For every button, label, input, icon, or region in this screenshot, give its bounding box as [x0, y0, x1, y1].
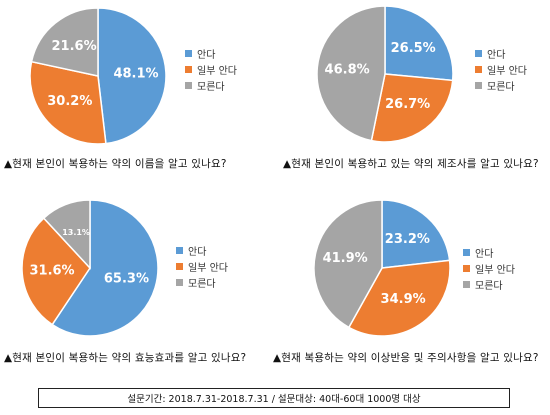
- slice-value-label: 23.2%: [385, 232, 430, 247]
- slice-partial: [370, 73, 454, 143]
- chart-panel-4: 23.2% 34.9% 41.9% 안다 일부 안다 모른다 ▲현재 복용하는 약의…: [273, 192, 550, 377]
- slice-dontknow: [313, 199, 383, 329]
- legend-label: 안다: [188, 246, 207, 258]
- legend-4: 안다 일부 안다 모른다: [463, 244, 515, 292]
- legend-label: 모른다: [475, 280, 503, 292]
- slice-value-label: 46.8%: [325, 63, 370, 78]
- legend-label: 안다: [475, 248, 494, 260]
- legend-swatch-dontknow: [176, 278, 183, 286]
- slice-know: [384, 5, 454, 82]
- chart-panel-1: 48.1% 30.2% 21.6% 안다 일부 안다 모른다 ▲현재 본인이 복용하…: [0, 0, 275, 185]
- slice-know: [51, 199, 159, 337]
- pie-chart-4: 23.2% 34.9% 41.9%: [313, 199, 451, 337]
- legend-item-partial: 일부 안다: [176, 258, 228, 274]
- slice-know: [97, 7, 167, 145]
- slice-value-label: 26.7%: [385, 97, 430, 112]
- slice-partial: [347, 259, 451, 337]
- legend-item-dontknow: 모른다: [176, 274, 228, 290]
- slice-partial: [29, 60, 107, 145]
- legend-item-know: 안다: [463, 244, 515, 260]
- chart-question-4: ▲현재 복용하는 약의 이상반응 및 주의사항을 알고 있나요?: [273, 352, 539, 364]
- slice-value-label: 31.6%: [29, 264, 74, 279]
- legend-item-know: 안다: [185, 45, 237, 61]
- legend-swatch-dontknow: [185, 81, 192, 89]
- legend-swatch-dontknow: [475, 81, 482, 89]
- survey-info-text: 설문기간: 2018.7.31-2018.7.31 / 설문대상: 40대-60…: [127, 394, 421, 405]
- chart-panel-3: 65.3% 31.6% 13.1% 안다 일부 안다 모른다 ▲현재 본인이 복용하…: [0, 192, 275, 377]
- slice-value-label: 34.9%: [381, 292, 426, 307]
- legend-item-know: 안다: [176, 242, 228, 258]
- legend-label: 모른다: [197, 81, 225, 93]
- slice-value-label: 26.5%: [391, 41, 436, 56]
- slice-value-label: 30.2%: [47, 94, 92, 109]
- legend-item-dontknow: 모른다: [185, 77, 237, 93]
- legend-label: 모른다: [487, 81, 515, 93]
- legend-swatch-know: [176, 246, 183, 254]
- slice-value-label: 65.3%: [104, 272, 149, 287]
- slice-partial: [21, 217, 91, 326]
- legend-swatch-know: [185, 49, 192, 57]
- legend-label: 안다: [487, 49, 506, 61]
- legend-label: 일부 안다: [197, 65, 237, 77]
- slice-value-label: 48.1%: [113, 66, 158, 81]
- pie-chart-1: 48.1% 30.2% 21.6%: [29, 7, 167, 145]
- legend-item-partial: 일부 안다: [475, 61, 527, 77]
- pie-chart-2: 26.5% 26.7% 46.8%: [316, 5, 454, 143]
- chart-question-3: ▲현재 본인이 복용하는 약의 효능효과를 알고 있나요?: [4, 352, 247, 364]
- slice-dontknow: [316, 5, 386, 142]
- legend-item-dontknow: 모른다: [463, 276, 515, 292]
- chart-question-2: ▲현재 본인이 복용하고 있는 약의 제조사를 알고 있나요?: [283, 158, 539, 170]
- slice-value-label: 41.9%: [323, 251, 368, 266]
- slice-value-label: 21.6%: [52, 39, 97, 54]
- legend-swatch-know: [475, 49, 482, 57]
- legend-swatch-partial: [463, 264, 470, 272]
- legend-label: 일부 안다: [475, 264, 515, 276]
- chart-panel-2: 26.5% 26.7% 46.8% 안다 일부 안다 모른다 ▲현재 본인이 복용하…: [275, 0, 550, 185]
- slice-value-label: 13.1%: [62, 228, 90, 237]
- slice-dontknow: [30, 7, 99, 77]
- legend-item-partial: 일부 안다: [185, 61, 237, 77]
- legend-item-know: 안다: [475, 45, 527, 61]
- chart-question-1: ▲현재 본인이 복용하는 약의 이름을 알고 있나요?: [4, 158, 227, 170]
- legend-label: 일부 안다: [487, 65, 527, 77]
- legend-item-dontknow: 모른다: [475, 77, 527, 93]
- survey-info-box: 설문기간: 2018.7.31-2018.7.31 / 설문대상: 40대-60…: [38, 388, 510, 408]
- legend-3: 안다 일부 안다 모른다: [176, 242, 228, 290]
- legend-2: 안다 일부 안다 모른다: [475, 45, 527, 93]
- legend-swatch-know: [463, 248, 470, 256]
- legend-swatch-dontknow: [463, 280, 470, 288]
- pie-chart-3: 65.3% 31.6% 13.1%: [21, 199, 159, 337]
- slice-dontknow: [42, 199, 91, 270]
- slice-know: [381, 199, 451, 269]
- legend-label: 안다: [197, 49, 216, 61]
- legend-item-partial: 일부 안다: [463, 260, 515, 276]
- legend-label: 일부 안다: [188, 262, 228, 274]
- legend-label: 모른다: [188, 278, 216, 290]
- legend-swatch-partial: [176, 262, 183, 270]
- legend-swatch-partial: [185, 65, 192, 73]
- legend-1: 안다 일부 안다 모른다: [185, 45, 237, 93]
- legend-swatch-partial: [475, 65, 482, 73]
